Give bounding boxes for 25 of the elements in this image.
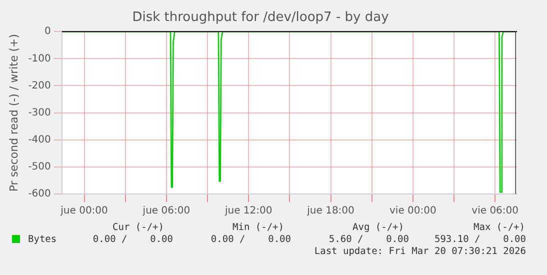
- x-tick-label: jue 12:00: [224, 206, 272, 217]
- y-axis-title: Pr second read (-) / write (+): [7, 34, 20, 192]
- text: 0.00 / 0.00: [210, 234, 291, 245]
- x-tick-label: vie 06:00: [472, 206, 519, 217]
- y-tick-label: -400: [28, 134, 51, 146]
- y-tick-label: -600: [28, 188, 51, 200]
- x-tick-label: jue 00:00: [60, 206, 108, 217]
- text: Last update: Fri Mar 20 07:30:21 2026: [314, 246, 526, 257]
- legend-label: Bytes: [27, 234, 57, 245]
- x-tick-label: jue 18:00: [306, 206, 354, 217]
- text: 0.00 / 0.00: [92, 234, 173, 245]
- y-tick-label: -300: [28, 107, 51, 118]
- x-tick-label: vie 00:00: [389, 206, 436, 217]
- y-tick-label: -100: [28, 53, 51, 64]
- text: Avg (-/+): [352, 222, 404, 233]
- text: Cur (-/+): [112, 222, 164, 233]
- chart-title: Disk throughput for /dev/loop7 - by day: [132, 10, 390, 26]
- text: 5.60 / 0.00: [328, 234, 409, 245]
- y-tick-label: 0: [44, 26, 51, 38]
- text: Max (-/+): [474, 222, 525, 233]
- y-tick-label: -500: [28, 162, 51, 173]
- x-tick-label: jue 06:00: [142, 206, 190, 217]
- text: 593.10 / 0.00: [434, 234, 526, 245]
- text: Min (-/+): [232, 222, 284, 233]
- y-tick-label: -200: [28, 80, 51, 92]
